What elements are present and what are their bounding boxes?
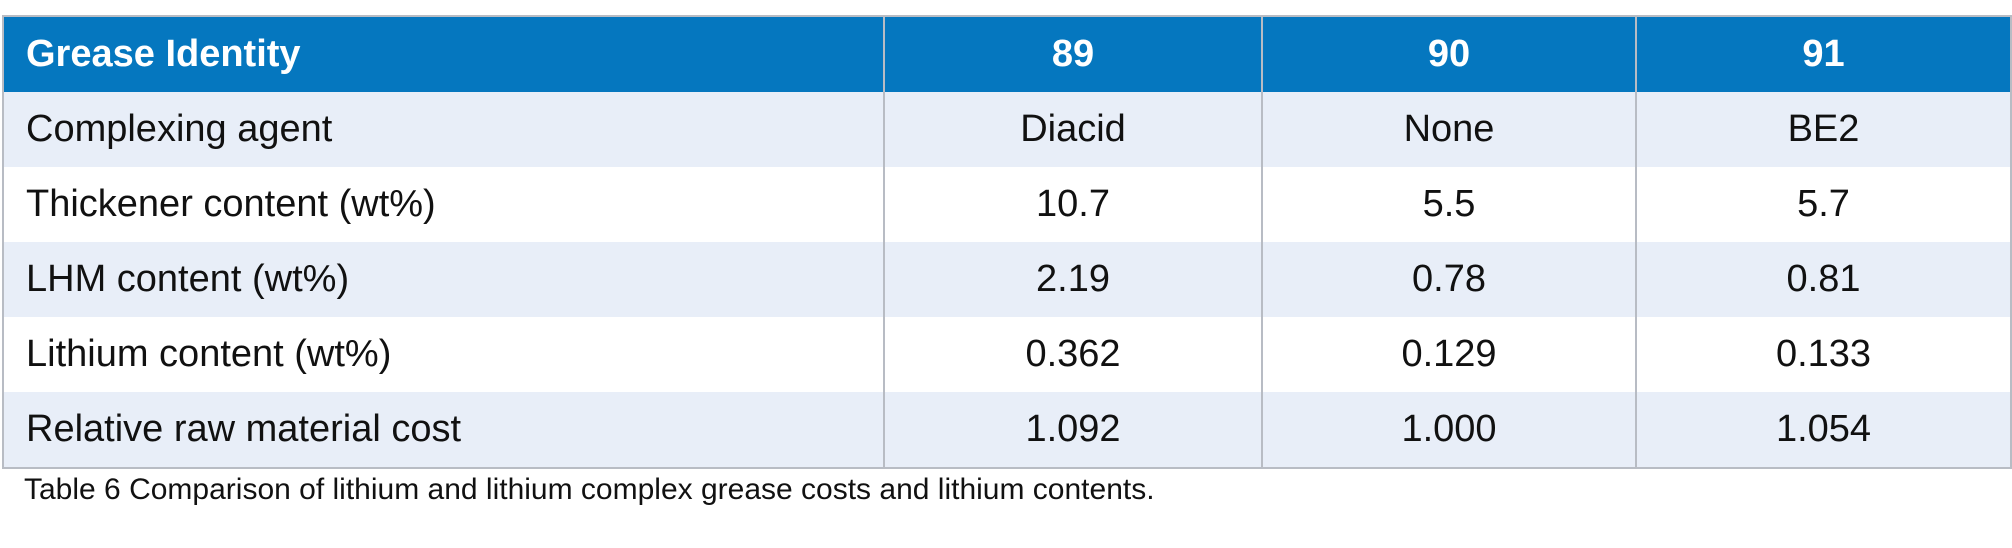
cell-value: Diacid bbox=[883, 92, 1263, 167]
cell-value: 1.092 bbox=[883, 392, 1263, 469]
grease-comparison-table: Grease Identity 89 90 91 Complexing agen… bbox=[2, 15, 2012, 469]
cell-value: 5.5 bbox=[1261, 167, 1637, 242]
table-row-complexing-agent: Complexing agent Diacid None BE2 bbox=[2, 92, 2012, 167]
table-header-row: Grease Identity 89 90 91 bbox=[2, 15, 2012, 92]
cell-value: 0.133 bbox=[1635, 317, 2012, 392]
header-column-90: 90 bbox=[1261, 15, 1637, 92]
cell-value: 2.19 bbox=[883, 242, 1263, 317]
cell-value: 10.7 bbox=[883, 167, 1263, 242]
row-label: LHM content (wt%) bbox=[2, 242, 885, 317]
header-column-91: 91 bbox=[1635, 15, 2012, 92]
cell-value: 1.054 bbox=[1635, 392, 2012, 469]
cell-value: 0.129 bbox=[1261, 317, 1637, 392]
table-row-lithium-content: Lithium content (wt%) 0.362 0.129 0.133 bbox=[2, 317, 2012, 392]
cell-value: 0.81 bbox=[1635, 242, 2012, 317]
table-row-thickener-content: Thickener content (wt%) 10.7 5.5 5.7 bbox=[2, 167, 2012, 242]
cell-value: None bbox=[1261, 92, 1637, 167]
row-label: Complexing agent bbox=[2, 92, 885, 167]
row-label: Thickener content (wt%) bbox=[2, 167, 885, 242]
header-label-grease-identity: Grease Identity bbox=[2, 15, 885, 92]
table-row-lhm-content: LHM content (wt%) 2.19 0.78 0.81 bbox=[2, 242, 2012, 317]
table-row-relative-raw-material-cost: Relative raw material cost 1.092 1.000 1… bbox=[2, 392, 2012, 469]
row-label: Lithium content (wt%) bbox=[2, 317, 885, 392]
cell-value: BE2 bbox=[1635, 92, 2012, 167]
cell-value: 5.7 bbox=[1635, 167, 2012, 242]
row-label: Relative raw material cost bbox=[2, 392, 885, 469]
header-column-89: 89 bbox=[883, 15, 1263, 92]
table-caption: Table 6 Comparison of lithium and lithiu… bbox=[24, 473, 1155, 506]
cell-value: 0.362 bbox=[883, 317, 1263, 392]
cell-value: 1.000 bbox=[1261, 392, 1637, 469]
cell-value: 0.78 bbox=[1261, 242, 1637, 317]
